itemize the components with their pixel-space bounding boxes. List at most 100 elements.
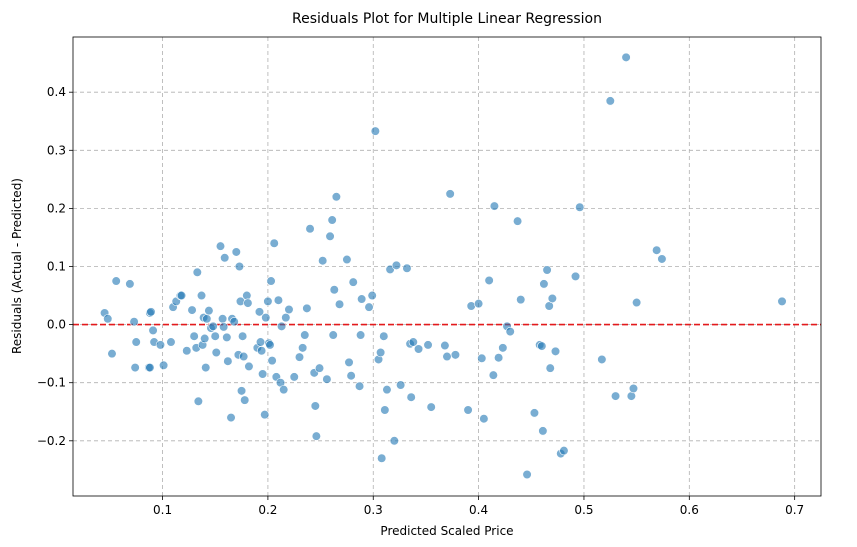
- residual-point: [166, 337, 176, 347]
- residual-point: [423, 340, 433, 350]
- residual-point: [442, 351, 452, 362]
- x-tick-label: 0.1: [153, 503, 172, 517]
- residual-point: [328, 330, 338, 340]
- residual-point: [211, 347, 221, 358]
- residual-point: [242, 290, 252, 301]
- y-tick-label: 0.0: [47, 318, 66, 332]
- residual-point: [176, 290, 187, 301]
- residual-point: [269, 238, 279, 248]
- residual-point: [610, 391, 621, 401]
- residual-point: [396, 380, 406, 390]
- residual-point: [463, 405, 473, 415]
- residual-point: [512, 216, 523, 226]
- residual-point: [505, 326, 515, 337]
- residual-point: [130, 362, 140, 373]
- residual-point: [559, 446, 569, 456]
- residual-point: [240, 395, 250, 405]
- residual-point: [538, 426, 548, 436]
- residual-point: [238, 331, 248, 341]
- y-tick-label: 0.1: [47, 260, 66, 274]
- tick-layer: 0.1 0.2 0.3 0.4 0.5 0.6 0.7 −0.2 −0.1 0.0 0.1 0.2 0.…: [37, 85, 804, 517]
- residual-point: [284, 304, 294, 315]
- residual-point: [657, 254, 667, 264]
- residual-point: [426, 402, 436, 412]
- residual-point: [484, 275, 494, 286]
- residual-point: [276, 321, 287, 331]
- residual-point: [302, 303, 312, 313]
- residual-point: [318, 256, 328, 266]
- residual-point: [597, 354, 607, 365]
- residual-point: [380, 405, 390, 415]
- residual-point: [539, 279, 549, 289]
- residual-point: [327, 215, 337, 225]
- x-tick-label: 0.6: [680, 503, 699, 517]
- y-tick-label: −0.1: [37, 376, 66, 390]
- residual-point: [377, 453, 387, 463]
- residual-point: [208, 321, 218, 331]
- residual-point: [111, 276, 121, 286]
- residual-point: [354, 381, 365, 391]
- residual-point: [516, 295, 526, 305]
- residual-point: [218, 314, 228, 324]
- residual-point: [204, 306, 214, 316]
- residual-point: [145, 362, 155, 373]
- residual-point: [263, 296, 273, 306]
- residual-point: [159, 360, 169, 370]
- residual-point: [310, 401, 320, 411]
- residual-point: [489, 201, 500, 211]
- x-tick-label: 0.2: [258, 503, 277, 517]
- x-tick-label: 0.3: [364, 503, 383, 517]
- residual-point: [632, 297, 642, 308]
- residual-point: [342, 254, 352, 265]
- residual-point: [256, 346, 267, 356]
- residual-point: [261, 313, 271, 323]
- residual-point: [621, 52, 631, 62]
- y-axis-title: Residuals (Actual - Predicted): [10, 178, 24, 354]
- residual-point: [408, 337, 418, 347]
- residual-point: [529, 408, 540, 418]
- residual-point: [236, 386, 247, 396]
- residual-point: [344, 357, 354, 367]
- residual-point: [182, 346, 192, 356]
- residual-point: [370, 126, 380, 136]
- residual-point: [379, 331, 389, 341]
- residual-point: [125, 279, 135, 289]
- residual-point: [196, 290, 207, 301]
- residual-point: [260, 410, 270, 420]
- residual-point: [107, 349, 117, 359]
- residual-point: [266, 276, 276, 286]
- residual-point: [189, 331, 199, 341]
- x-tick-label: 0.5: [574, 503, 593, 517]
- residual-point: [220, 253, 230, 263]
- residual-point: [322, 374, 332, 384]
- residual-point: [305, 224, 315, 234]
- residual-point: [300, 330, 310, 340]
- residual-point: [223, 356, 233, 366]
- residual-point: [628, 383, 639, 394]
- y-tick-label: 0.3: [47, 143, 66, 157]
- residual-point: [522, 469, 532, 480]
- points-layer: [100, 52, 787, 480]
- residual-point: [364, 302, 374, 312]
- residual-point: [376, 347, 386, 358]
- residual-point: [367, 290, 377, 301]
- residual-point: [331, 192, 341, 202]
- residual-point: [445, 189, 455, 199]
- x-tick-label: 0.7: [785, 503, 804, 517]
- residual-point: [357, 294, 367, 304]
- residual-point: [131, 337, 141, 347]
- residual-point: [294, 352, 305, 362]
- residual-point: [281, 313, 291, 323]
- residual-point: [389, 436, 399, 446]
- residual-point: [219, 322, 229, 332]
- residual-point: [488, 370, 498, 380]
- residual-point: [254, 307, 265, 317]
- residual-point: [265, 340, 275, 350]
- residual-point: [346, 371, 356, 381]
- residual-point: [413, 344, 424, 354]
- residual-point: [777, 296, 787, 306]
- residual-point: [222, 332, 232, 342]
- residual-point: [450, 350, 461, 360]
